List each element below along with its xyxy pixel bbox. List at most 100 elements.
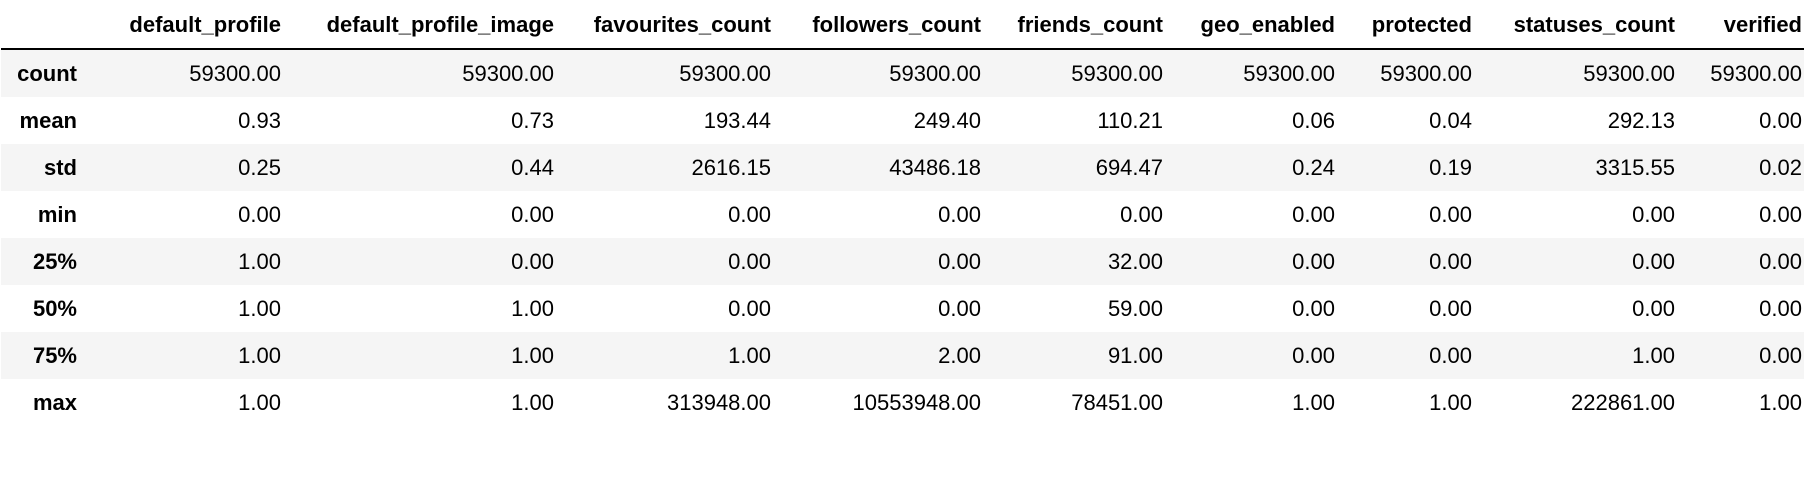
table-header: default_profile default_profile_image fa… [1,2,1804,50]
table-cell: 0.73 [511,107,554,133]
table-cell: 0.00 [728,295,771,321]
table-cell: 1.00 [238,248,281,274]
table-cell: 0.02 [1759,154,1802,180]
table-cell: 0.00 [1632,248,1675,274]
table-cell: 32.00 [1107,248,1163,274]
table-cell: 1.00 [511,342,554,368]
table-body: count 59300.00 59300.00 59300.00 59300.00 593… [1,49,1804,426]
table-cell: 59.00 [1107,295,1163,321]
table-cell: 3315.55 [1595,154,1675,180]
table-cell: 0.00 [238,201,281,227]
table-row: min 0.00 0.00 0.00 0.00 0.00 0.00 0.00 0.00 0.00 [1,191,1804,238]
column-header: geo_enabled [1165,2,1337,50]
table-cell: 0.00 [1759,295,1802,321]
column-header: statuses_count [1474,2,1677,50]
table-cell: 0.00 [511,248,554,274]
table-cell: 694.47 [1095,154,1163,180]
table-cell: 0.00 [728,248,771,274]
table-row: std 0.25 0.44 2616.15 43486.18 694.47 0.24 0.19… [1,144,1804,191]
table-cell: 0.44 [511,154,554,180]
table-cell: 0.00 [1429,248,1472,274]
table-cell: 0.00 [1292,248,1335,274]
column-header: favourites_count [556,2,773,50]
table-cell: 292.13 [1607,107,1675,133]
row-label: 25% [32,248,77,274]
table-row: mean 0.93 0.73 193.44 249.40 110.21 0.06 0.04 29… [1,97,1804,144]
table-cell: 0.00 [1632,295,1675,321]
table-cell: 0.00 [938,248,981,274]
row-label: count [17,60,77,86]
table-cell: 0.00 [938,295,981,321]
table-cell: 1.00 [238,295,281,321]
row-label: max [32,389,77,415]
table-cell: 1.00 [511,295,554,321]
table-cell: 0.00 [1292,201,1335,227]
row-label: 75% [32,342,77,368]
table-cell: 0.00 [1292,295,1335,321]
table-cell: 0.00 [511,201,554,227]
column-header: default_profile_image [283,2,556,50]
table-cell: 59300.00 [1243,60,1335,86]
index-header-cell [1,2,87,50]
table-cell: 59300.00 [1380,60,1472,86]
table-cell: 59300.00 [889,60,981,86]
table-cell: 249.40 [913,107,981,133]
table-cell: 59300.00 [679,60,771,86]
table-cell: 1.00 [1632,342,1675,368]
table-cell: 43486.18 [889,154,981,180]
table-cell: 0.00 [1120,201,1163,227]
table-cell: 2616.15 [691,154,771,180]
row-label: std [44,154,77,180]
table-cell: 0.00 [1759,342,1802,368]
table-cell: 0.00 [938,201,981,227]
table-cell: 0.00 [728,201,771,227]
row-label: 50% [32,295,77,321]
table-cell: 59300.00 [189,60,281,86]
table-cell: 0.00 [1429,201,1472,227]
column-header: followers_count [773,2,983,50]
table-cell: 0.00 [1429,295,1472,321]
table-cell: 1.00 [511,389,554,415]
table-cell: 91.00 [1107,342,1163,368]
table-cell: 59300.00 [1710,60,1802,86]
table-cell: 59300.00 [1583,60,1675,86]
table-cell: 222861.00 [1571,389,1675,415]
table-row: max 1.00 1.00 313948.00 10553948.00 78451.00 1… [1,379,1804,426]
table-cell: 0.04 [1429,107,1472,133]
table-cell: 1.00 [238,342,281,368]
table-row: count 59300.00 59300.00 59300.00 59300.00 593… [1,49,1804,97]
column-header: verified [1677,2,1804,50]
table-cell: 0.24 [1292,154,1335,180]
row-label: min [37,201,77,227]
table-cell: 10553948.00 [852,389,981,415]
column-header: default_profile [87,2,283,50]
table-cell: 0.00 [1759,201,1802,227]
table-row: 75% 1.00 1.00 1.00 2.00 91.00 0.00 0.00 1.00 0.00 [1,332,1804,379]
row-label: mean [19,107,77,133]
table-cell: 59300.00 [1071,60,1163,86]
table-cell: 193.44 [703,107,771,133]
table-cell: 0.00 [1759,248,1802,274]
table-row: 25% 1.00 0.00 0.00 0.00 32.00 0.00 0.00 0.00 0.00 [1,238,1804,285]
table-cell: 2.00 [938,342,981,368]
table-cell: 1.00 [1759,389,1802,415]
dataframe-output: default_profile default_profile_image fa… [1,2,1804,426]
table-cell: 110.21 [1097,107,1163,133]
table-cell: 0.00 [1759,107,1802,133]
table-cell: 0.25 [238,154,281,180]
table-cell: 1.00 [238,389,281,415]
header-row: default_profile default_profile_image fa… [1,2,1804,50]
describe-table: default_profile default_profile_image fa… [1,2,1804,426]
column-header: protected [1337,2,1474,50]
table-cell: 0.00 [1632,201,1675,227]
table-cell: 59300.00 [462,60,554,86]
table-cell: 1.00 [1429,389,1472,415]
table-cell: 0.93 [238,107,281,133]
table-cell: 78451.00 [1071,389,1163,415]
table-cell: 313948.00 [667,389,771,415]
table-cell: 0.06 [1292,107,1335,133]
column-header: friends_count [983,2,1165,50]
table-row: 50% 1.00 1.00 0.00 0.00 59.00 0.00 0.00 0.00 0.00 [1,285,1804,332]
table-cell: 0.00 [1429,342,1472,368]
table-cell: 1.00 [728,342,771,368]
